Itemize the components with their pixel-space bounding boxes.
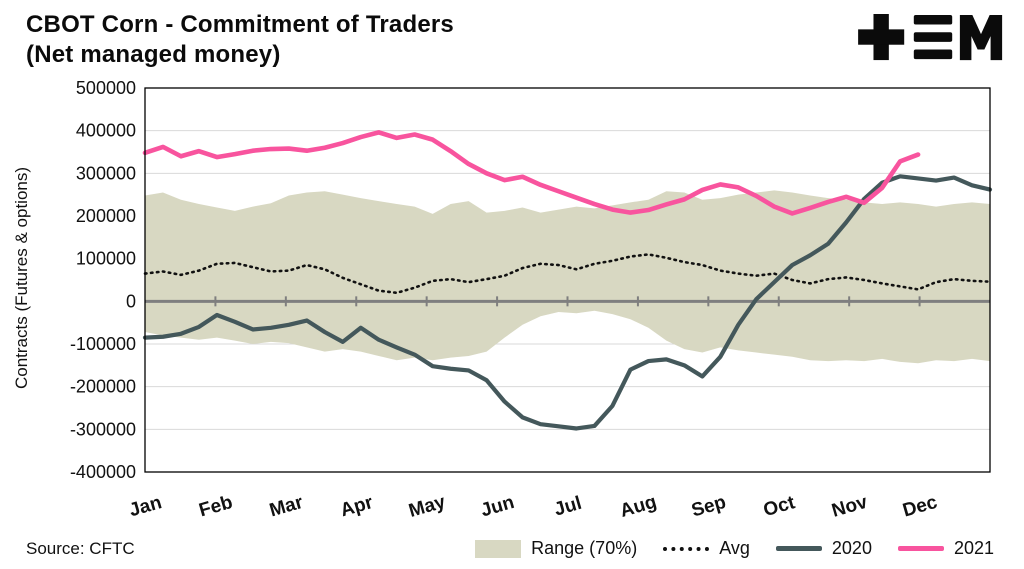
svg-text:300000: 300000 <box>76 163 136 183</box>
svg-text:400000: 400000 <box>76 121 136 141</box>
legend-label-avg: Avg <box>719 538 750 558</box>
logo-letter-m <box>959 14 1003 61</box>
avg-dotted-swatch <box>663 546 710 551</box>
svg-text:100000: 100000 <box>76 249 136 269</box>
logo-bar-bottom <box>913 49 953 60</box>
source-note: Source: CFTC <box>26 539 135 558</box>
svg-text:Oct: Oct <box>761 492 798 521</box>
legend-label-2021: 2021 <box>953 538 994 558</box>
line-2021-swatch <box>897 546 944 551</box>
svg-text:200000: 200000 <box>76 206 136 226</box>
svg-text:Jun: Jun <box>478 492 516 521</box>
range-band-swatch <box>475 539 522 558</box>
range-band <box>145 190 990 364</box>
svg-text:Jul: Jul <box>552 493 584 521</box>
svg-text:Sep: Sep <box>689 492 728 522</box>
svg-text:-300000: -300000 <box>70 419 136 439</box>
series-2020 <box>142 174 993 431</box>
svg-text:May: May <box>406 491 448 521</box>
legend-label-range: Range (70%) <box>531 538 638 558</box>
title-line-2: (Net managed money) <box>26 41 281 68</box>
svg-text:0: 0 <box>126 291 136 311</box>
logo-bar-top <box>913 14 953 25</box>
svg-text:Aug: Aug <box>618 492 659 522</box>
svg-text:Dec: Dec <box>900 492 940 522</box>
svg-text:Apr: Apr <box>338 492 376 521</box>
legend-item-range: Range (70%) <box>475 538 637 559</box>
legend-item-2021: 2021 <box>897 538 994 559</box>
logo-bar-middle <box>913 32 953 42</box>
line-2020-swatch <box>775 546 822 551</box>
svg-text:Feb: Feb <box>197 492 235 521</box>
svg-text:Jan: Jan <box>127 492 164 521</box>
tem-logo <box>858 14 1003 61</box>
page-title: CBOT Corn - Commitment of Traders (Net m… <box>26 10 454 70</box>
legend-item-avg: Avg <box>663 538 750 559</box>
legend: Range (70%) Avg 2020 2021 <box>475 538 994 559</box>
series-2021 <box>142 130 921 216</box>
svg-text:-100000: -100000 <box>70 334 136 354</box>
svg-text:Mar: Mar <box>267 492 306 522</box>
legend-label-2020: 2020 <box>831 538 872 558</box>
svg-text:-400000: -400000 <box>70 462 136 482</box>
legend-item-2020: 2020 <box>775 538 872 559</box>
svg-text:-200000: -200000 <box>70 377 136 397</box>
logo-plus-horizontal <box>858 29 905 45</box>
series-avg <box>143 253 992 295</box>
svg-text:Nov: Nov <box>829 492 870 522</box>
title-line-1: CBOT Corn - Commitment of Traders <box>26 11 454 38</box>
svg-text:500000: 500000 <box>76 78 136 98</box>
